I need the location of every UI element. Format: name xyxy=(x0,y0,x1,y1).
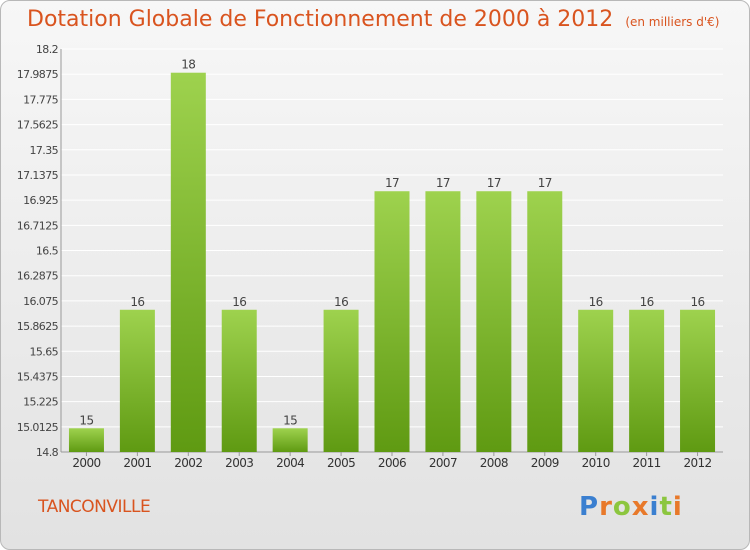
bar-value-label: 16 xyxy=(690,295,704,309)
bar-value-label: 16 xyxy=(232,295,246,309)
bar-value-label: 17 xyxy=(538,176,552,190)
y-tick-label: 17.5625 xyxy=(17,119,59,132)
x-tick-label: 2001 xyxy=(123,456,151,470)
y-tick-label: 15.4375 xyxy=(17,370,59,383)
y-tick-label: 16.5 xyxy=(36,245,59,258)
x-tick-label: 2012 xyxy=(683,456,711,470)
y-tick-label: 17.775 xyxy=(23,93,58,106)
bar-value-label: 16 xyxy=(589,295,603,309)
logo-letter: i xyxy=(672,492,683,522)
y-tick-label: 15.65 xyxy=(30,345,59,358)
x-tick-label: 2005 xyxy=(327,456,355,470)
bar xyxy=(476,191,512,452)
bar-value-label: 15 xyxy=(283,413,297,427)
bar xyxy=(680,309,716,452)
logo-letter: P xyxy=(579,492,600,522)
location-name: TANCONVILLE xyxy=(38,497,151,517)
title-text: Dotation Globale de Fonctionnement de 20… xyxy=(27,7,614,32)
y-tick-label: 16.2875 xyxy=(17,270,59,283)
y-tick-label: 15.8625 xyxy=(17,320,59,333)
bar xyxy=(527,191,563,452)
x-tick-label: 2003 xyxy=(225,456,253,470)
y-tick-label: 16.7125 xyxy=(17,219,59,232)
bar xyxy=(68,428,104,452)
bar-value-label: 17 xyxy=(436,176,450,190)
bar-value-label: 17 xyxy=(385,176,399,190)
bar xyxy=(629,309,665,452)
bar xyxy=(578,309,614,452)
x-tick-label: 2004 xyxy=(276,456,304,470)
y-tick-label: 15.225 xyxy=(23,396,58,409)
x-tick-label: 2002 xyxy=(174,456,202,470)
x-tick-label: 2000 xyxy=(72,456,100,470)
chart-subtitle: (en milliers d'€) xyxy=(625,15,720,29)
x-tick-label: 2011 xyxy=(633,456,661,470)
y-tick-label: 18.2 xyxy=(36,43,58,56)
y-tick-label: 15.0125 xyxy=(17,421,59,434)
x-tick-label: 2007 xyxy=(429,456,457,470)
bar-value-label: 18 xyxy=(181,58,195,72)
bar xyxy=(425,191,461,452)
logo-letter: r xyxy=(599,492,613,522)
x-tick-label: 2006 xyxy=(378,456,406,470)
logo-letter: i xyxy=(649,492,660,522)
bar-value-label: 16 xyxy=(334,295,348,309)
y-tick-label: 16.925 xyxy=(23,194,58,207)
bar xyxy=(272,428,308,452)
bar xyxy=(119,309,155,452)
logo-letter: t xyxy=(659,492,673,522)
chart-title: Dotation Globale de Fonctionnement de 20… xyxy=(27,7,719,32)
bar-value-label: 16 xyxy=(640,295,654,309)
y-tick-label: 17.9875 xyxy=(17,68,59,81)
bar xyxy=(221,309,257,452)
y-tick-label: 14.8 xyxy=(36,446,59,459)
y-tick-label: 17.1375 xyxy=(17,169,59,182)
bar-value-label: 16 xyxy=(130,295,144,309)
bar xyxy=(170,72,206,453)
bar xyxy=(374,191,410,452)
bar xyxy=(323,309,359,452)
logo-letter: o xyxy=(612,492,632,522)
y-tick-label: 17.35 xyxy=(30,144,59,157)
logo-letter: x xyxy=(631,492,650,522)
proxiti-logo: Proxiti xyxy=(579,492,683,522)
x-tick-label: 2008 xyxy=(480,456,508,470)
bar-value-label: 15 xyxy=(79,413,93,427)
x-tick-label: 2010 xyxy=(582,456,610,470)
bar-value-label: 17 xyxy=(487,176,501,190)
x-tick-label: 2009 xyxy=(531,456,559,470)
y-tick-label: 16.075 xyxy=(23,295,58,308)
